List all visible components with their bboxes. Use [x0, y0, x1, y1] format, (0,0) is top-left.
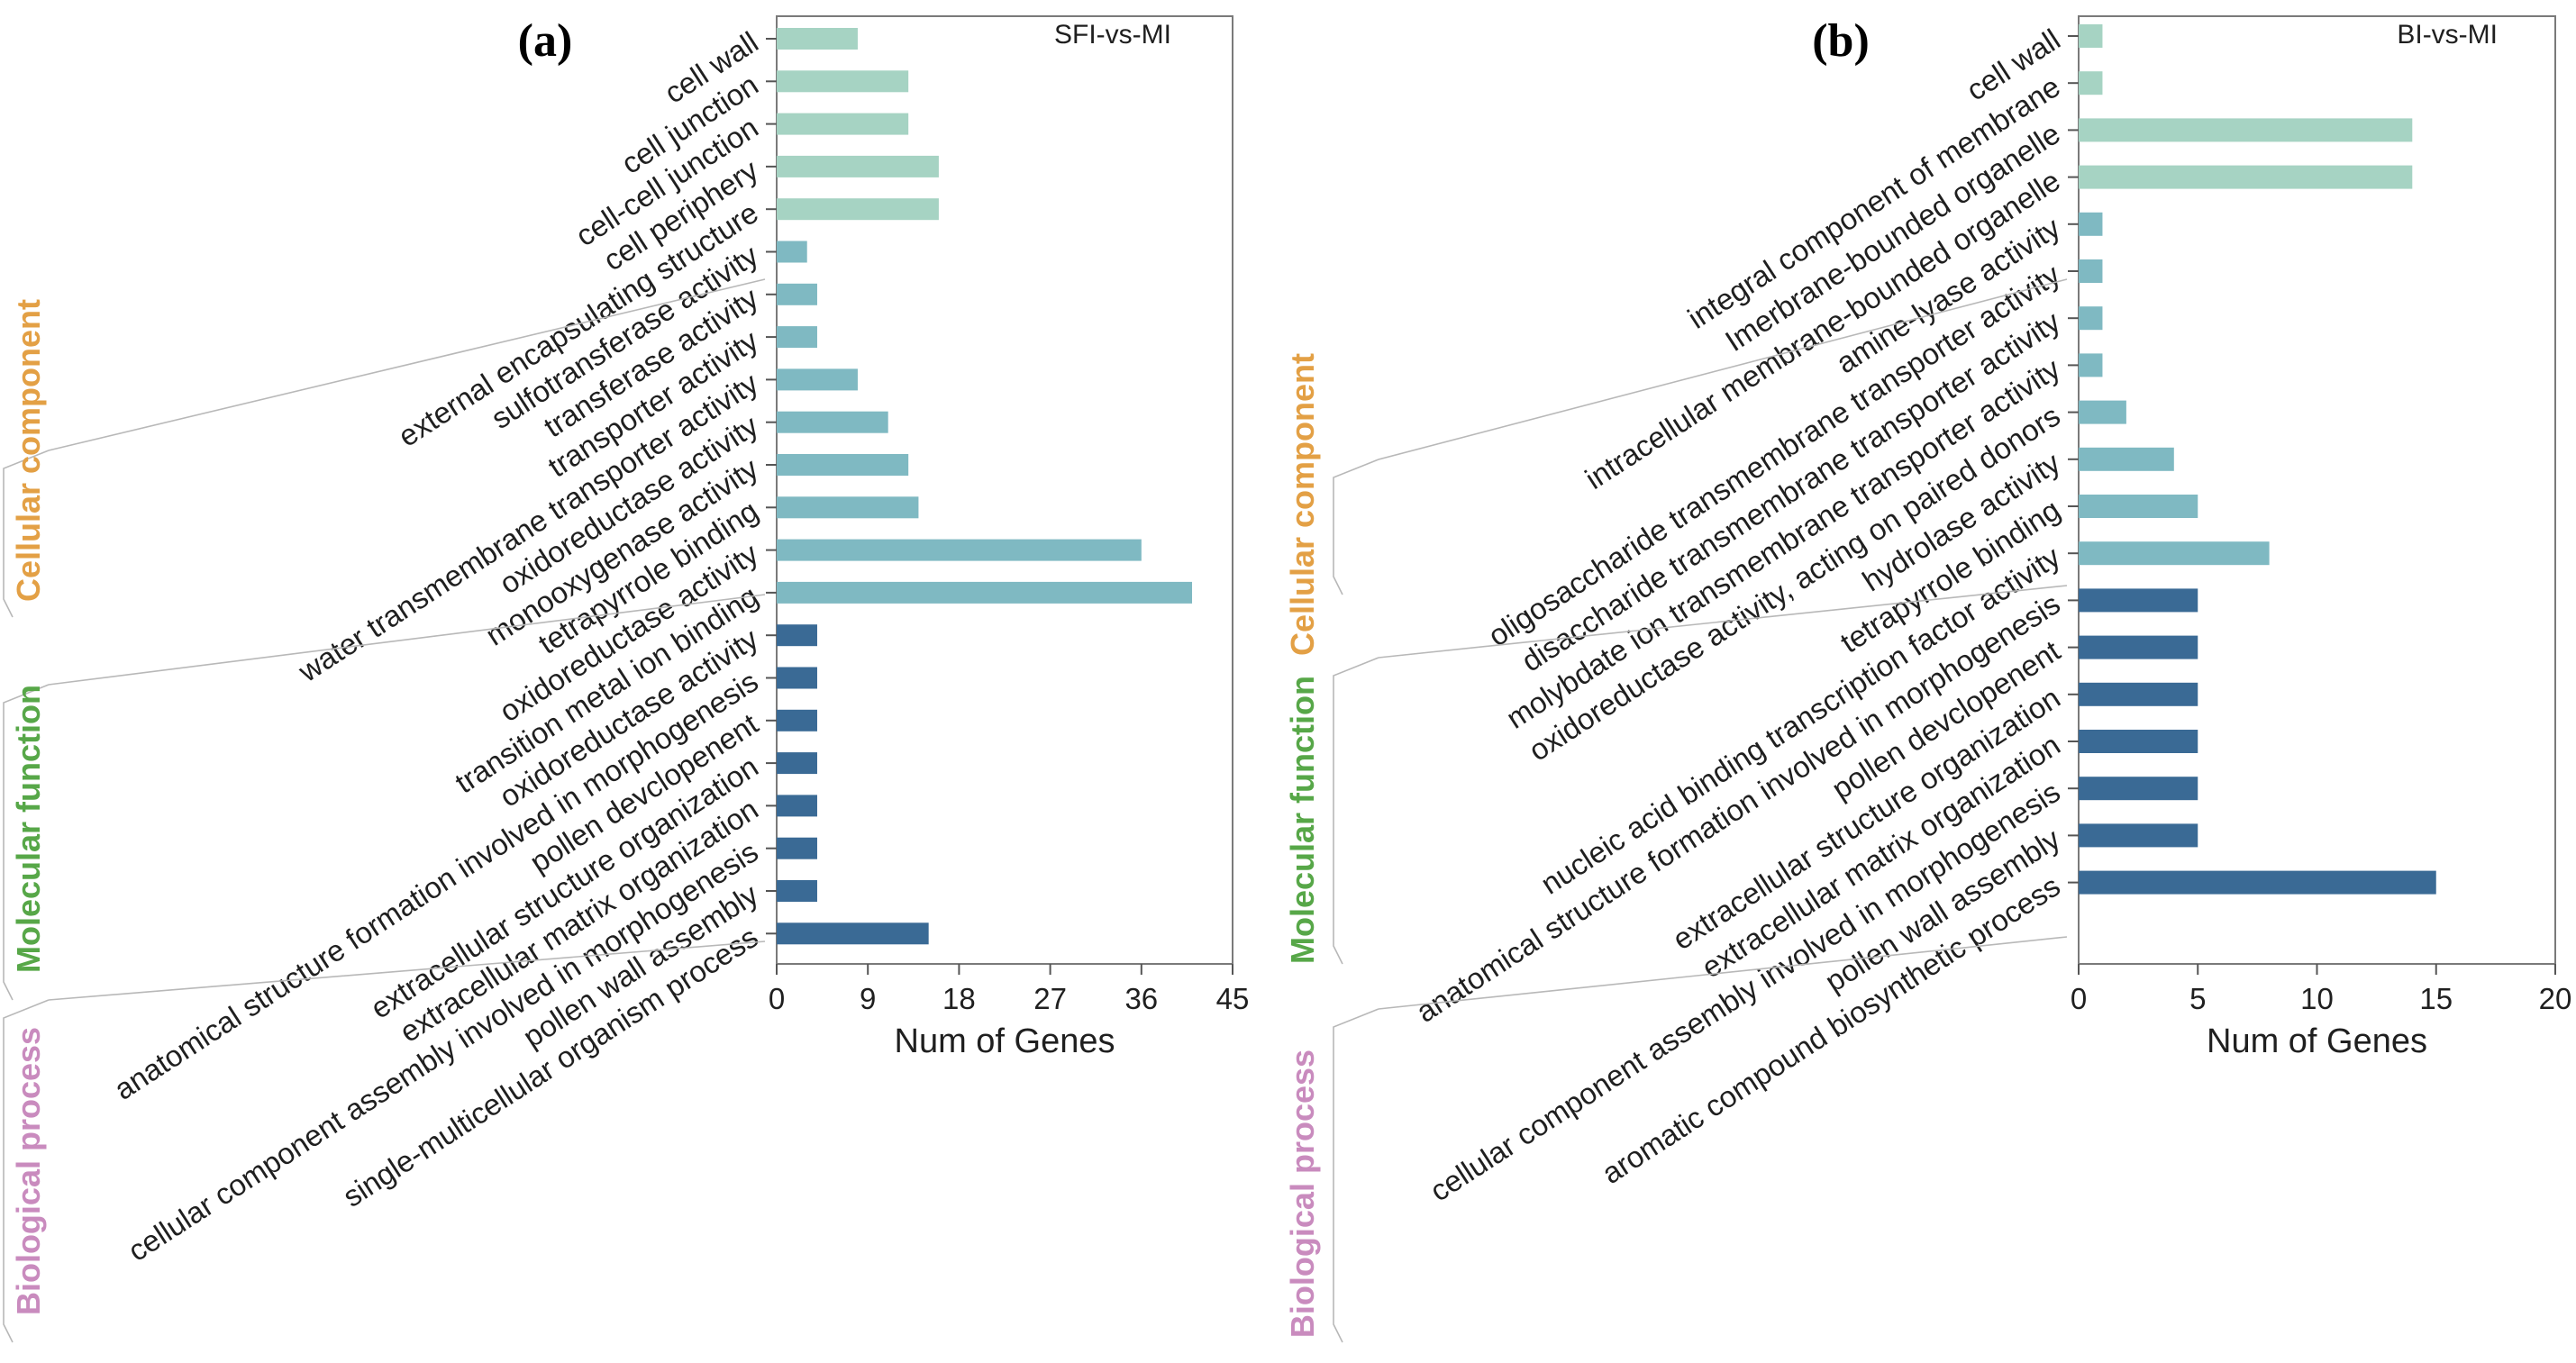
bar-12: [777, 496, 919, 519]
x-tick-label: 10: [2300, 982, 2334, 1015]
x-tick-label: 18: [942, 982, 976, 1015]
x-axis-title: Num of Genes: [895, 1022, 1115, 1060]
bar-16: [2079, 730, 2198, 753]
bar-2: [2079, 71, 2103, 95]
bar-15: [777, 624, 817, 647]
x-tick-label: 0: [769, 982, 785, 1015]
bar-7: [2079, 306, 2103, 331]
plot-title: BI-vs-MI: [2397, 20, 2498, 50]
bar-18: [777, 752, 817, 775]
molecular-group-label: Molecular function: [1284, 676, 1321, 964]
bar-22: [777, 922, 929, 945]
biological-group-bracket: [3, 940, 766, 1343]
bar-5: [777, 198, 939, 221]
x-tick-label: 0: [2071, 982, 2087, 1015]
bar-19: [777, 795, 817, 817]
bar-4: [2079, 165, 2413, 189]
bar-11: [777, 454, 909, 476]
bar-9: [777, 368, 858, 391]
bar-13: [2079, 588, 2198, 613]
bar-1: [2079, 24, 2103, 48]
cellular-group-bracket: [1333, 278, 2068, 595]
panel-label: (a): [518, 15, 573, 67]
bar-12: [2079, 541, 2270, 566]
bar-7: [777, 283, 817, 305]
cellular-group-label: Cellular component: [10, 299, 47, 602]
cellular-group-label: Cellular component: [1284, 353, 1321, 656]
biological-group-label: Biological process: [10, 1027, 47, 1315]
bar-17: [777, 709, 817, 731]
bar-5: [2079, 212, 2103, 236]
bar-8: [2079, 353, 2103, 377]
x-tick-label: 20: [2539, 982, 2572, 1015]
molecular-group-bracket: [1333, 585, 2068, 965]
bar-14: [777, 581, 1193, 604]
x-tick-label: 36: [1124, 982, 1158, 1015]
bar-6: [777, 241, 807, 263]
plot-title: SFI-vs-MI: [1054, 20, 1171, 50]
biological-group-bracket: [1333, 936, 2068, 1343]
cellular-group-bracket: [3, 278, 766, 618]
bar-8: [777, 326, 817, 349]
bar-18: [2079, 823, 2198, 848]
bar-13: [777, 539, 1142, 561]
panel-label: (b): [1812, 15, 1870, 67]
bar-4: [777, 155, 939, 177]
bar-1: [777, 28, 858, 50]
molecular-group-bracket: [3, 594, 766, 1001]
bar-16: [777, 667, 817, 689]
bar-11: [2079, 495, 2198, 518]
plot-frame: [776, 15, 1233, 965]
x-tick-label: 45: [1216, 982, 1250, 1015]
bar-2: [777, 70, 909, 93]
molecular-group-label: Molecular function: [10, 685, 47, 973]
bar-10: [2079, 447, 2174, 471]
plot-frame: [2078, 15, 2556, 965]
x-tick-label: 27: [1033, 982, 1067, 1015]
x-tick-label: 15: [2419, 982, 2453, 1015]
x-axis-title: Num of Genes: [2207, 1022, 2427, 1060]
bar-21: [777, 880, 817, 902]
bar-6: [2079, 259, 2103, 283]
bar-14: [2079, 635, 2198, 659]
bar-20: [777, 837, 817, 859]
bar-3: [777, 113, 909, 135]
bar-10: [777, 411, 888, 433]
x-tick-label: 9: [860, 982, 876, 1015]
bar-15: [2079, 682, 2198, 706]
bar-17: [2079, 777, 2198, 801]
bar-9: [2079, 400, 2126, 424]
x-tick-label: 5: [2189, 982, 2206, 1015]
bar-3: [2079, 118, 2413, 142]
bar-19: [2079, 870, 2436, 895]
category-label: cellular component assembly involved in …: [1424, 775, 2065, 1208]
biological-group-label: Biological process: [1284, 1050, 1321, 1338]
